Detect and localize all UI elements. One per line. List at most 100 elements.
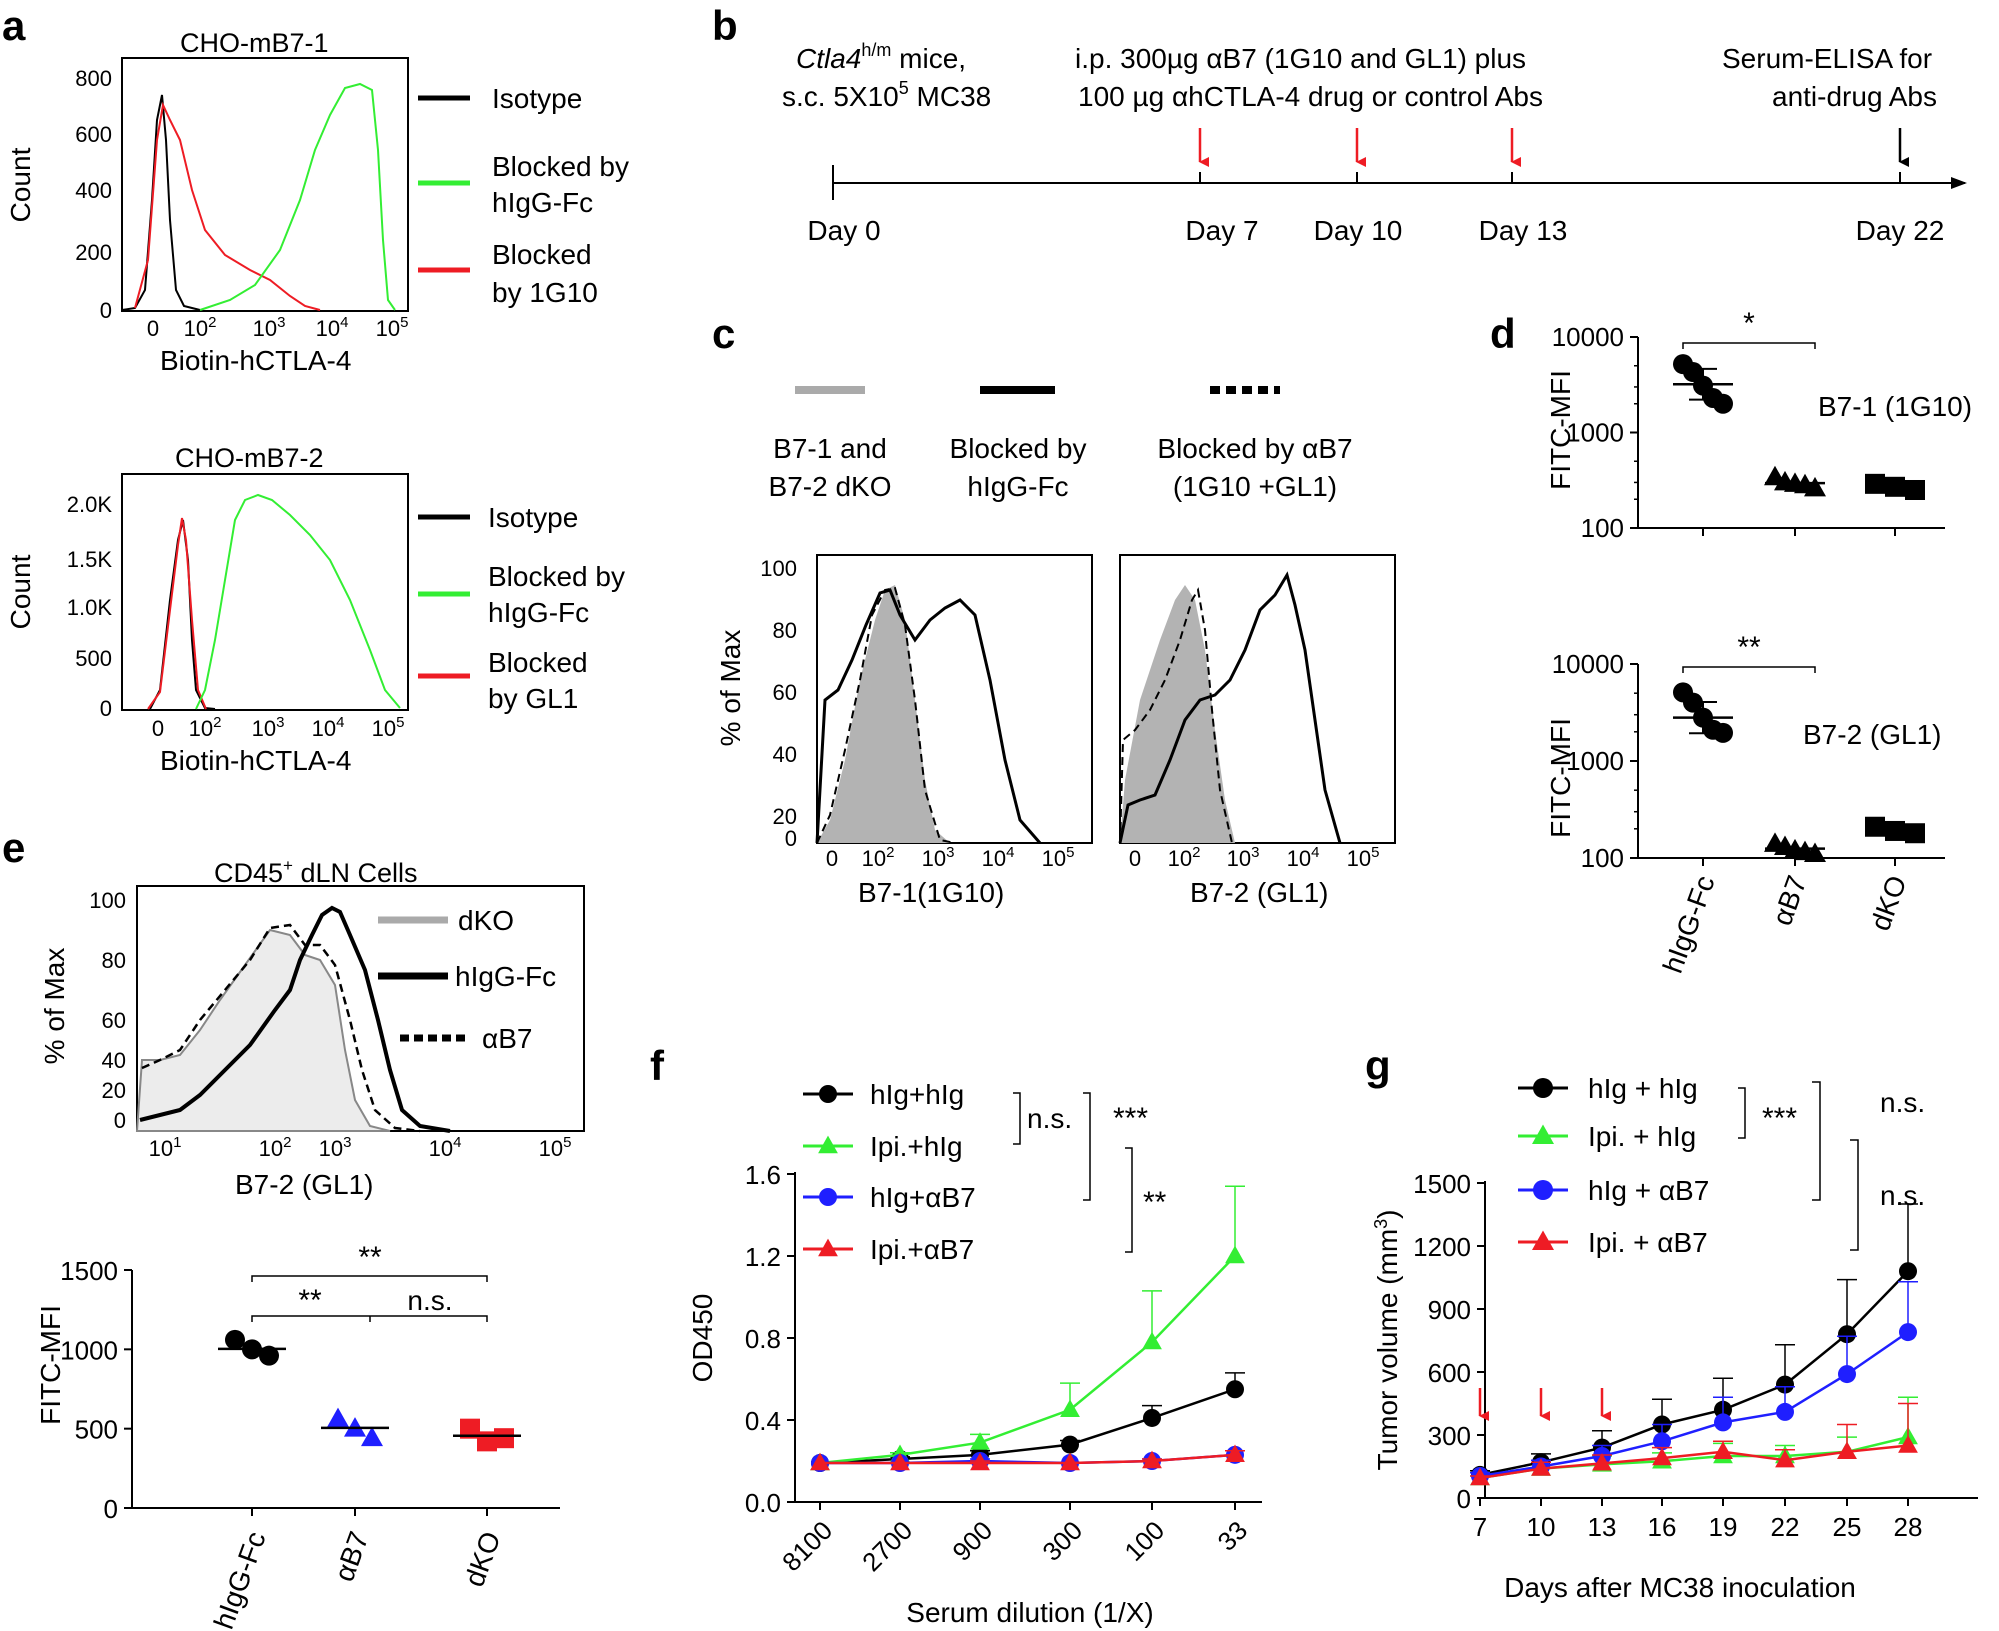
panel-e: e CD45+ dLN Cells % of Max 100 80 60 40 … xyxy=(2,824,585,1631)
panel-b-treatment-line2: 100 µg αhCTLA-4 drug or control Abs xyxy=(1078,81,1543,112)
x-tick: hIgG-Fc xyxy=(1657,871,1721,977)
y-tick: 20 xyxy=(102,1078,126,1103)
x-tick: 103 xyxy=(1227,844,1260,871)
data-point xyxy=(1776,1402,1794,1421)
data-point xyxy=(259,1345,279,1366)
y-tick: 900 xyxy=(1428,1295,1471,1325)
hist-dko xyxy=(135,928,391,1132)
panel-a-bottom-ylabel: Count xyxy=(5,554,36,629)
x-tick: 105 xyxy=(372,714,405,741)
panel-label-f: f xyxy=(650,1042,665,1089)
y-tick: 1.2 xyxy=(745,1242,781,1272)
x-tick: hIgG-Fc xyxy=(208,1527,272,1631)
hist-higg xyxy=(139,905,451,1133)
panel-d-top-plot: 10000 1000 100 * xyxy=(1552,307,1945,543)
panel-g-chart: 0 300 600 900 1200 1500 7 10 13 16 19 22 25 28 Tumor v… xyxy=(1371,1073,1978,1603)
x-tick: 8100 xyxy=(776,1515,838,1577)
panel-d-bottom-plot: 10000 1000 100 ** hIgG-Fc αB7 dKO xyxy=(1552,631,1945,977)
hist-ab7 xyxy=(816,586,956,844)
sig-label: ** xyxy=(298,1284,322,1317)
sig-bracket xyxy=(1682,666,1816,673)
x-tick: 0 xyxy=(826,846,838,871)
legend-label: Isotype xyxy=(492,83,582,114)
panel-c-left-xticks: 0 102 103 104 105 xyxy=(826,844,1075,871)
y-tick: 0 xyxy=(100,298,112,323)
panel-c-right-frame xyxy=(1119,554,1396,844)
y-tick: 60 xyxy=(773,680,797,705)
data-point xyxy=(970,1452,990,1471)
legend-label: hIg + hIg xyxy=(1588,1073,1698,1104)
sig-label: n.s. xyxy=(1880,1180,1925,1211)
panel-b-treatment-line1: i.p. 300µg αB7 (1G10 and GL1) plus xyxy=(1075,43,1526,74)
panel-a-bottom-yticks: 2.0K 1.5K 1.0K 500 0 xyxy=(67,492,113,721)
hist-blocked-gl1 xyxy=(147,517,207,710)
data-point xyxy=(1865,473,1885,494)
x-tick: 0 xyxy=(1129,846,1141,871)
series-line xyxy=(1479,1270,1909,1477)
legend-label: (1G10 +GL1) xyxy=(1173,471,1337,502)
data-point xyxy=(1225,1245,1245,1264)
panel-a-bottom-xticks: 0 102 103 104 105 xyxy=(152,714,405,741)
y-tick: 600 xyxy=(1428,1358,1471,1388)
panel-e-title: CD45+ dLN Cells xyxy=(214,856,418,888)
panel-label-e: e xyxy=(2,824,25,871)
y-axis-label: Tumor volume (mm3) xyxy=(1371,1210,1403,1471)
y-tick: 100 xyxy=(760,556,797,581)
x-tick: 28 xyxy=(1894,1512,1923,1542)
sig-label: * xyxy=(1743,307,1755,340)
y-tick: 20 xyxy=(773,804,797,829)
series-line xyxy=(1479,1444,1909,1480)
data-point xyxy=(970,1432,990,1450)
x-tick: 102 xyxy=(259,1134,292,1161)
y-tick: 0 xyxy=(1457,1484,1471,1514)
x-tick: 100 xyxy=(1118,1515,1170,1567)
panel-f: f 0.0 0.4 0.8 1.2 1.6 8100 2700 900 300 100 33 OD45… xyxy=(650,1042,1262,1628)
hist-dko-fill xyxy=(1120,585,1235,843)
panel-a-top-xticks: 0 102 103 104 105 xyxy=(147,314,409,341)
sig-bracket xyxy=(1738,1087,1746,1139)
y-tick: 0 xyxy=(100,696,112,721)
legend-marker xyxy=(1532,1124,1554,1144)
y-tick: 1000 xyxy=(1566,746,1624,776)
data-point xyxy=(1899,1262,1917,1281)
legend-marker xyxy=(818,1135,838,1154)
data-point xyxy=(1838,1325,1856,1344)
panel-e-hist-ylabel: % of Max xyxy=(39,948,70,1065)
day-label: Day 7 xyxy=(1185,215,1258,246)
x-tick: 0 xyxy=(152,716,164,741)
x-tick: 104 xyxy=(429,1134,462,1161)
legend-marker xyxy=(819,1188,837,1206)
x-tick: 103 xyxy=(252,714,285,741)
legend-marker xyxy=(1533,1180,1553,1200)
hist-dko-fill xyxy=(817,585,950,843)
sig-label: ** xyxy=(358,1241,382,1274)
x-tick: 102 xyxy=(1168,844,1201,871)
legend-label: hIg+αB7 xyxy=(870,1182,976,1213)
y-tick: 80 xyxy=(102,948,126,973)
legend-label: Ipi.+hIg xyxy=(870,1131,963,1162)
panel-a-bottom-legend: Isotype Blocked by hIgG-Fc Blocked by GL… xyxy=(418,502,625,714)
data-point xyxy=(1775,1449,1795,1468)
panel-e-hist-xlabel: B7-2 (GL1) xyxy=(235,1169,374,1200)
x-tick: 10 xyxy=(1527,1512,1556,1542)
y-tick: 1.6 xyxy=(745,1160,781,1190)
data-point xyxy=(1837,1441,1857,1459)
x-tick: 25 xyxy=(1833,1512,1862,1542)
panel-a-top-ylabel: Count xyxy=(5,147,36,222)
legend-label: Ipi. + hIg xyxy=(1588,1121,1696,1152)
data-point xyxy=(1061,1435,1079,1454)
data-point xyxy=(1060,1452,1080,1471)
y-tick: 500 xyxy=(75,1415,118,1445)
hist-ab7 xyxy=(141,923,421,1133)
hist-blocked-higg xyxy=(195,493,401,710)
x-tick: 900 xyxy=(946,1515,998,1567)
x-axis-label: Days after MC38 inoculation xyxy=(1504,1572,1856,1603)
data-point xyxy=(1713,393,1733,414)
x-tick: 102 xyxy=(189,714,222,741)
data-point xyxy=(1060,1399,1080,1417)
x-tick: 103 xyxy=(253,314,286,341)
legend-marker xyxy=(819,1085,837,1103)
panel-b-intro-line2: s.c. 5X105 MC38 xyxy=(782,78,991,112)
hist-ab7 xyxy=(1119,587,1233,844)
y-tick: 400 xyxy=(75,178,112,203)
